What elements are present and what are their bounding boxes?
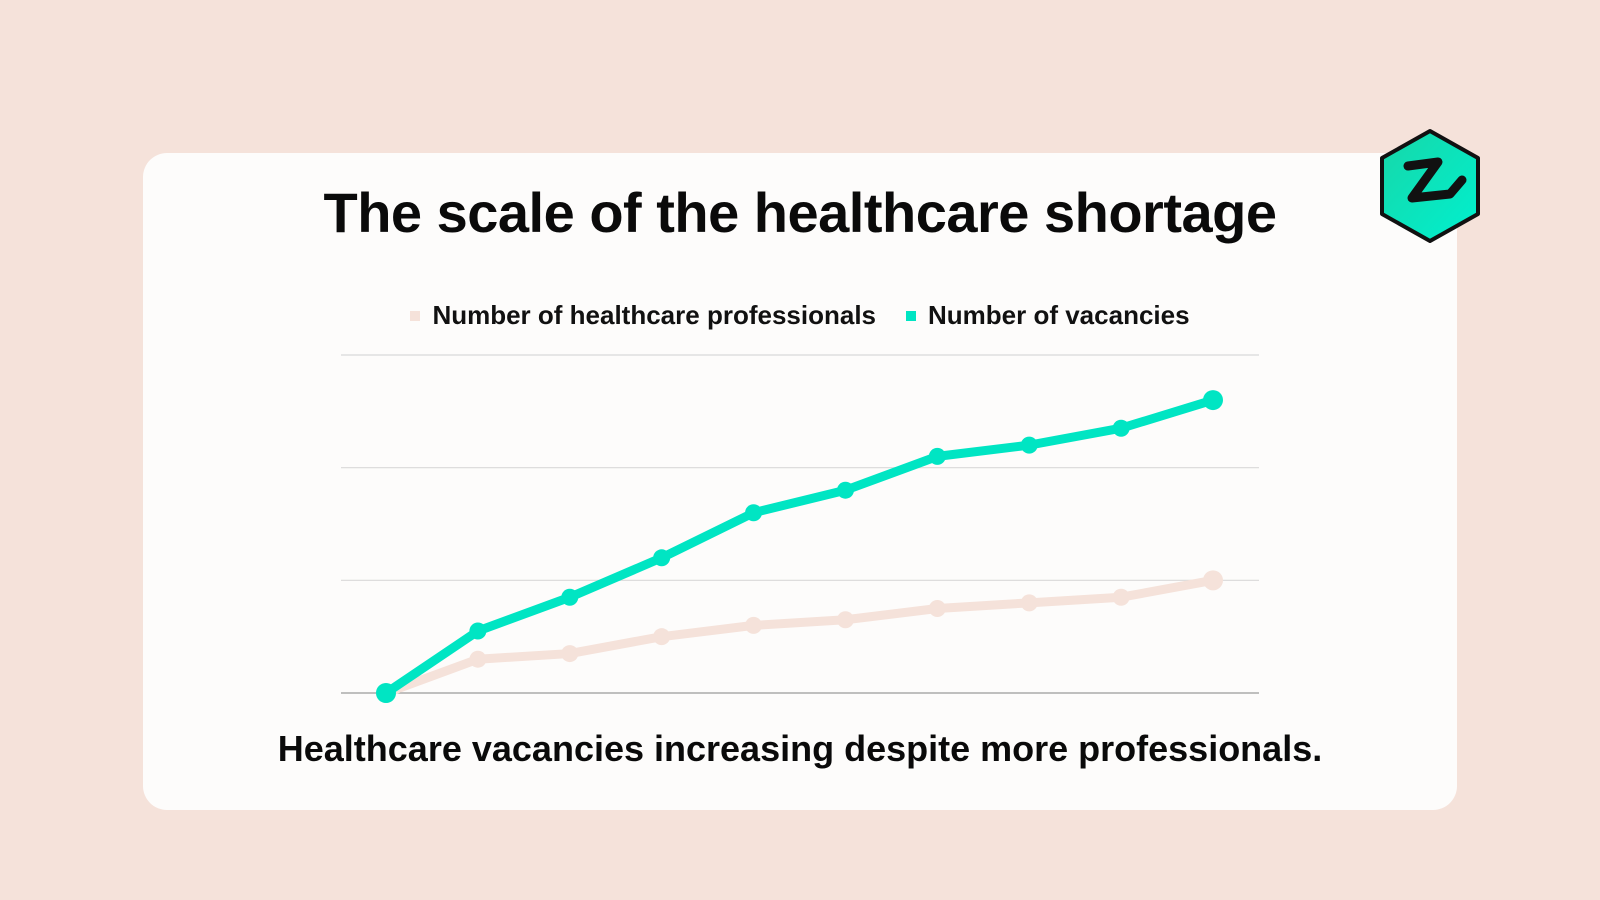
- legend-swatch-vacancies: [906, 310, 916, 321]
- data-point: [561, 645, 579, 663]
- chart-subtitle: Healthcare vacancies increasing despite …: [277, 728, 1323, 769]
- chart-legend: Number of healthcare professionals Numbe…: [0, 300, 1600, 331]
- data-point: [1203, 570, 1223, 591]
- data-point: [1112, 588, 1130, 606]
- data-point: [376, 683, 396, 703]
- chart-title: The scale of the healthcare shortage: [323, 181, 1277, 244]
- data-point: [653, 549, 671, 567]
- legend-item-vacancies: Number of vacancies: [906, 300, 1190, 331]
- data-point: [469, 622, 487, 640]
- data-point: [928, 600, 946, 617]
- series-vacancies: [376, 390, 1223, 703]
- data-point: [1020, 594, 1038, 612]
- data-point: [653, 628, 671, 646]
- data-point: [836, 481, 854, 499]
- data-point: [928, 447, 946, 465]
- series-professionals: [376, 570, 1223, 703]
- data-point: [561, 588, 579, 606]
- series-line: [381, 395, 1218, 698]
- data-point: [836, 611, 854, 629]
- series-line: [381, 575, 1218, 698]
- data-point: [1020, 436, 1038, 454]
- legend-item-professionals: Number of healthcare professionals: [410, 300, 876, 331]
- data-point: [1203, 390, 1223, 411]
- legend-label-professionals: Number of healthcare professionals: [432, 300, 876, 330]
- data-point: [1112, 419, 1130, 437]
- gridlines: [341, 354, 1259, 694]
- hexagon-z-logo-icon: [1380, 129, 1480, 243]
- chart-card: [143, 153, 1457, 810]
- legend-label-vacancies: Number of vacancies: [928, 300, 1190, 330]
- data-point: [745, 616, 763, 634]
- data-point: [469, 650, 487, 668]
- legend-swatch-professionals: [410, 310, 421, 321]
- data-point: [745, 504, 763, 522]
